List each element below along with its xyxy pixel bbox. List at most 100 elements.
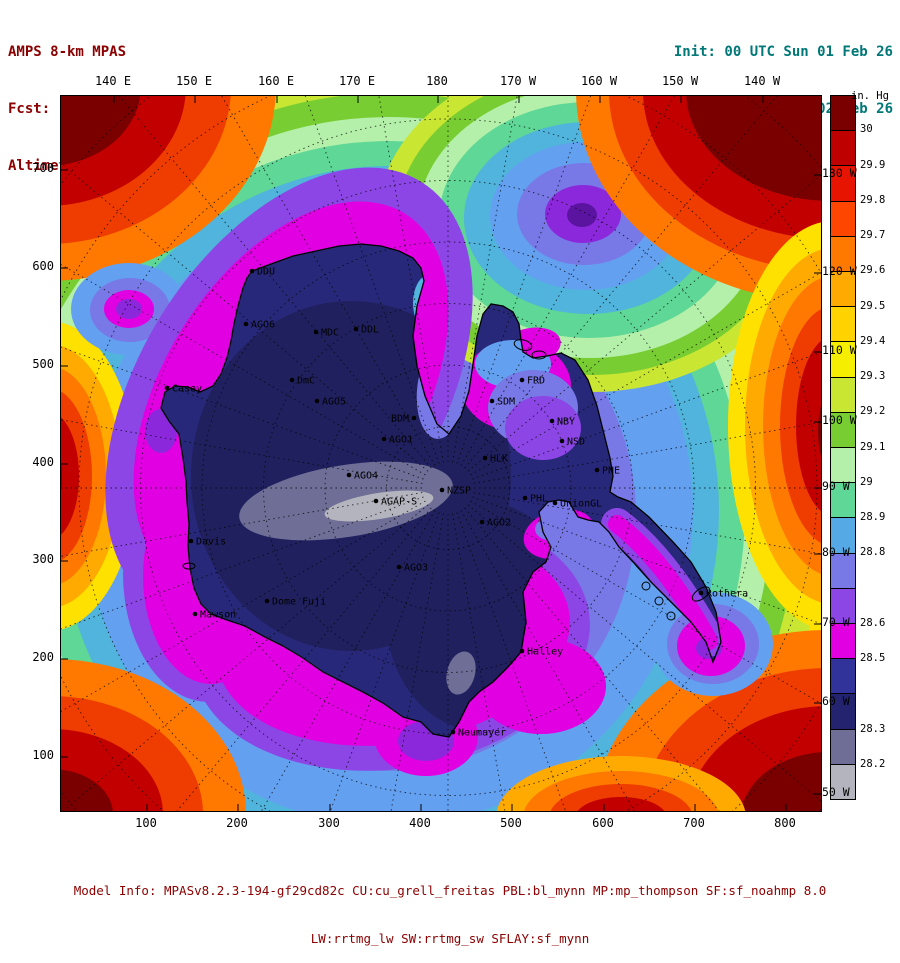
station-marker — [519, 648, 525, 654]
colorbar-segment — [831, 694, 855, 730]
axis-label-bottom: 700 — [683, 816, 705, 830]
colorbar-label: 28.5 — [860, 652, 886, 664]
colorbar-label: 28.3 — [860, 722, 886, 735]
station-marker — [411, 415, 417, 421]
station-label: AGAP-S — [381, 497, 417, 508]
colorbar-segment — [831, 166, 855, 202]
station-label: SDM — [497, 397, 515, 408]
station-label: Dome Fuji — [272, 597, 326, 608]
colorbar-label: 29.4 — [860, 334, 886, 347]
colorbar-segment — [831, 412, 855, 449]
station-marker — [381, 436, 387, 442]
colorbar-segment — [831, 236, 855, 273]
colorbar-label: 29 — [860, 475, 873, 488]
station-marker — [522, 495, 528, 501]
station-marker — [188, 538, 194, 544]
longitude-label-right: 120 W — [822, 264, 857, 278]
longitude-label-right: 130 W — [822, 166, 857, 180]
longitude-label-right: 100 W — [822, 413, 857, 427]
station-marker — [313, 329, 319, 335]
station-marker — [346, 472, 352, 478]
station-label: BDM — [391, 414, 409, 425]
station-label: Mawson — [200, 610, 236, 621]
station-label: AGO2 — [487, 518, 511, 529]
model-info-line2: LW:rrtmg_lw SW:rrtmg_sw SFLAY:sf_mynn — [310, 931, 590, 946]
station-label: DmC — [297, 376, 315, 387]
station-label: AGO4 — [354, 471, 378, 482]
colorbar-segment — [831, 377, 855, 413]
axis-label-left: 200 — [32, 650, 54, 664]
station-label: HLK — [490, 454, 508, 465]
colorbar-segment — [831, 518, 855, 554]
station-marker — [289, 377, 295, 383]
station-label: PNE — [602, 466, 620, 477]
station-marker — [243, 321, 249, 327]
axis-label-top: 150 E — [175, 74, 213, 88]
colorbar-segment — [831, 764, 855, 800]
station-marker — [396, 564, 402, 570]
colorbar-label: 29.5 — [860, 299, 886, 312]
station-label: AGO1 — [389, 435, 413, 446]
station-label: AGO6 — [251, 320, 275, 331]
colorbar-label: 29.2 — [860, 405, 886, 418]
station-label: Davis — [196, 537, 226, 548]
colorbar-segment — [831, 588, 855, 625]
colorbar-label: 29.6 — [860, 264, 886, 277]
axis-label-left: 700 — [32, 161, 54, 175]
colorbar-units: in. Hg — [851, 90, 889, 102]
station-marker — [479, 519, 485, 525]
axis-label-top: 150 W — [661, 74, 699, 88]
axis-label-top: 140 E — [94, 74, 132, 88]
station-label: Neumayer — [458, 728, 506, 739]
station-marker — [552, 500, 558, 506]
axis-label-top: 160 W — [580, 74, 618, 88]
station-label: NBY — [557, 417, 575, 428]
colorbar-label: 29.1 — [860, 440, 886, 453]
axis-label-bottom: 400 — [409, 816, 431, 830]
station-marker — [549, 418, 555, 424]
station-marker — [192, 611, 198, 617]
station-marker — [698, 590, 704, 596]
axis-label-bottom: 100 — [135, 816, 157, 830]
station-label: AGO3 — [404, 563, 428, 574]
colorbar-label: 28.8 — [860, 546, 886, 559]
colorbar-segment — [831, 201, 855, 237]
longitude-label-right: 110 W — [822, 343, 857, 357]
colorbar-segment — [831, 624, 855, 660]
station-label: DDL — [361, 325, 379, 336]
longitude-label-right: 70 W — [822, 615, 850, 629]
station-label: FRD — [527, 376, 545, 387]
station-label: AGO5 — [322, 397, 346, 408]
longitude-label-right: 60 W — [822, 694, 850, 708]
axis-label-top: 170 W — [499, 74, 537, 88]
model-info-line1: Model Info: MPASv8.2.3-194-gf29cd82c CU:… — [73, 883, 827, 898]
colorbar-label: 29.3 — [860, 370, 886, 382]
model-name: AMPS 8-km MPAS — [8, 44, 127, 60]
axis-label-bottom: 600 — [592, 816, 614, 830]
island-outlines — [182, 339, 711, 621]
colorbar-segment — [831, 553, 855, 589]
axis-label-left: 400 — [32, 455, 54, 469]
colorbar-label: 29.8 — [860, 193, 886, 206]
colorbar-label: 28.2 — [860, 757, 886, 770]
corner-high-blobs — [61, 96, 821, 811]
station-label: NSD — [567, 437, 585, 448]
axis-label-bottom: 800 — [774, 816, 796, 830]
colorbar-segment — [831, 342, 855, 378]
model-info-footer: Model Info: MPASv8.2.3-194-gf29cd82c CU:… — [0, 851, 900, 963]
axis-label-top: 170 E — [338, 74, 376, 88]
station-label: Halley — [527, 647, 563, 658]
station-label: Rothera — [706, 589, 748, 600]
axis-label-left: 500 — [32, 357, 54, 371]
axis-label-top: 140 W — [743, 74, 781, 88]
colorbar-segment — [831, 729, 855, 765]
axis-label-left: 100 — [32, 748, 54, 762]
init-time: Init: 00 UTC Sun 01 Feb 26 — [673, 44, 893, 60]
station-marker — [373, 498, 379, 504]
colorbar-label: 30 — [860, 123, 873, 136]
stations: DDU AGO6 MDC DDL Casey DmC AGO5 BDM SDM FRD NBY NSD… — [164, 267, 748, 739]
colorbar-segment — [831, 131, 855, 167]
station-marker — [249, 268, 255, 274]
axis-label-bottom: 300 — [318, 816, 340, 830]
axis-label-top: 160 E — [257, 74, 295, 88]
